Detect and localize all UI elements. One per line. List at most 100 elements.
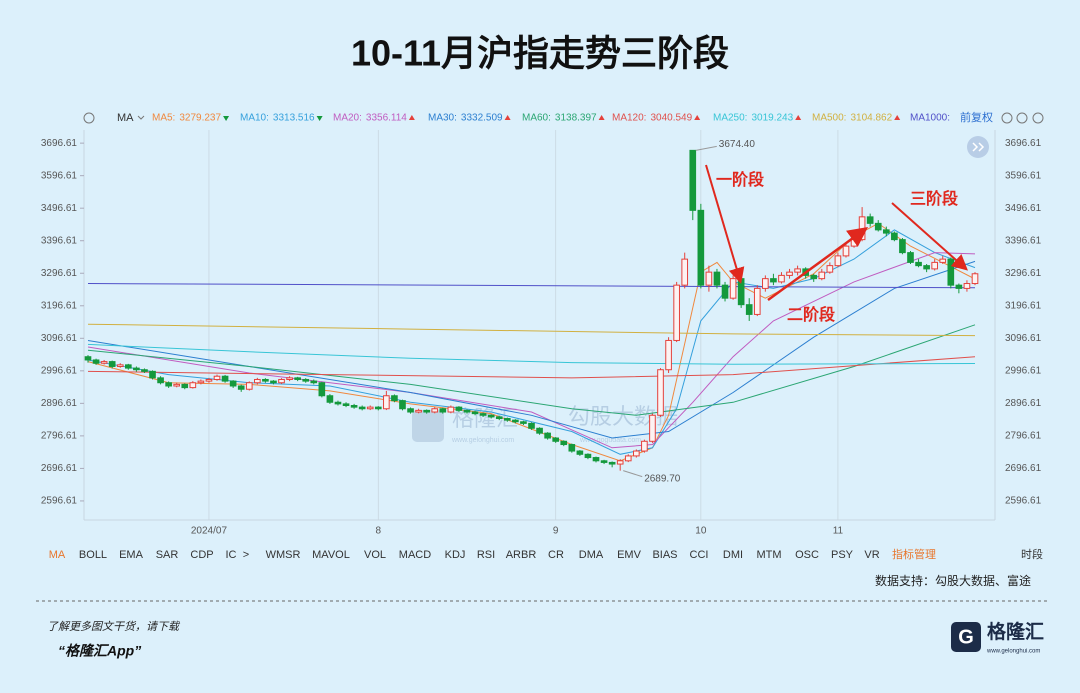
brand-logo (951, 622, 981, 652)
candle-body (407, 408, 414, 413)
indicator-tab[interactable]: WMSR (266, 549, 301, 561)
indicator-tab[interactable]: ARBR (506, 549, 537, 561)
legend-label: MA250: (713, 113, 747, 124)
candle-body (108, 361, 116, 367)
zoom-in-icon[interactable] (1032, 112, 1044, 124)
candle-body (229, 380, 237, 387)
candle-body (665, 339, 672, 371)
candle-body (753, 287, 761, 315)
candle-body (907, 252, 914, 263)
footer-app: “格隆汇App” (58, 643, 141, 659)
indicator-tab[interactable]: DMA (579, 549, 604, 561)
candle-body (173, 383, 181, 387)
indicator-tab[interactable]: CR (548, 549, 564, 561)
candle-body (891, 232, 898, 241)
indicator-tab[interactable]: SAR (156, 549, 179, 561)
indicator-tab[interactable]: MTM (756, 549, 781, 561)
x-tick-label: 9 (553, 526, 559, 537)
y-tick-label-right: 2996.61 (1005, 365, 1042, 376)
candle-body (681, 258, 689, 286)
indicator-tab[interactable]: PSY (831, 549, 854, 561)
period[interactable]: 时段 (1021, 547, 1043, 561)
y-tick-label-right: 3696.61 (1005, 138, 1042, 149)
y-tick-label: 2796.61 (41, 431, 78, 442)
candle-body (923, 265, 930, 270)
ma-line (87, 283, 976, 289)
indicator-tab[interactable]: MACD (399, 549, 431, 561)
candle-body (794, 268, 801, 273)
indicator-tab[interactable]: MA (49, 549, 66, 561)
dropdown-icon[interactable] (137, 115, 145, 120)
legend-label: MA500: (812, 113, 846, 124)
indicator-tab[interactable]: VOL (364, 549, 386, 561)
x-tick-label: 8 (376, 526, 382, 537)
y-tick-label: 2896.61 (41, 398, 78, 409)
indicator-tab[interactable]: DMI (723, 549, 743, 561)
candle-body (616, 460, 624, 465)
y-tick-label-right: 3396.61 (1005, 235, 1042, 246)
candle-body (915, 261, 922, 267)
candle-body (237, 385, 245, 390)
watermark-text: www.gogudata.com (579, 437, 641, 444)
candle-body (649, 414, 656, 442)
candle-body (423, 409, 430, 413)
zoom-out-icon[interactable] (1016, 112, 1028, 124)
candle-body (245, 382, 253, 390)
candle-body (568, 444, 576, 452)
brand: 格隆汇 (987, 620, 1044, 643)
legend-label: MA5: (152, 113, 175, 124)
candle-body (358, 406, 366, 410)
candle-body (149, 370, 156, 379)
indicator-tab[interactable]: VR (864, 549, 879, 561)
undo-icon[interactable] (1001, 112, 1013, 124)
indicator-tab[interactable]: EMV (617, 549, 642, 561)
indicator-tab[interactable]: IC (226, 549, 237, 561)
y-tick-label: 3296.61 (41, 268, 78, 279)
trend-icon (504, 115, 511, 120)
candle-body (657, 369, 664, 416)
indicator-tab[interactable]: EMA (119, 549, 144, 561)
candle-body (141, 369, 148, 372)
candle-body (197, 380, 205, 384)
indicator-tab[interactable]: CCI (690, 549, 709, 561)
trend-icon (694, 115, 701, 120)
candle-body (503, 418, 511, 421)
candle-body (286, 377, 293, 380)
y-tick-label: 2696.61 (41, 463, 78, 474)
settings-icon[interactable] (83, 112, 95, 124)
candle-body (576, 450, 584, 455)
footer-prompt: 了解更多图文干货，请下载 (47, 620, 181, 633)
candle-body (302, 378, 310, 382)
candle-body (947, 258, 955, 286)
ma-line (87, 222, 976, 462)
arrow (767, 227, 869, 302)
candle-body (899, 239, 906, 254)
candle-body (278, 378, 285, 384)
ma-line (87, 260, 976, 439)
indicator-tab[interactable]: BIAS (652, 549, 677, 561)
legend-label: MA120: (612, 113, 646, 124)
indicator-tab[interactable]: OSC (795, 549, 819, 561)
y-tick-label: 2596.61 (41, 496, 78, 507)
indicator-tab[interactable]: MAVOL (312, 549, 350, 561)
indicator-select[interactable]: MA (117, 112, 134, 124)
indicator-tab[interactable]: RSI (477, 549, 495, 561)
candle-body (318, 382, 326, 397)
candle-body (100, 361, 108, 364)
candle-body (294, 377, 301, 380)
candle-body (874, 222, 882, 231)
adjust[interactable]: 前复权 (960, 110, 993, 124)
indicator-tab[interactable]: BOLL (79, 549, 107, 561)
indicator-tab[interactable]: 指标管理 (892, 547, 936, 561)
candle-body (254, 378, 261, 384)
indicator-tab[interactable]: CDP (190, 549, 213, 561)
stage-label: 一阶段 (716, 170, 765, 189)
indicator-tab[interactable]: KDJ (445, 549, 466, 561)
candle-body (770, 278, 777, 283)
candle-body (641, 440, 648, 452)
indicator-tab[interactable]: > (243, 549, 249, 561)
candle-body (528, 422, 535, 429)
candle-body (786, 271, 793, 276)
candle-body (729, 278, 737, 299)
